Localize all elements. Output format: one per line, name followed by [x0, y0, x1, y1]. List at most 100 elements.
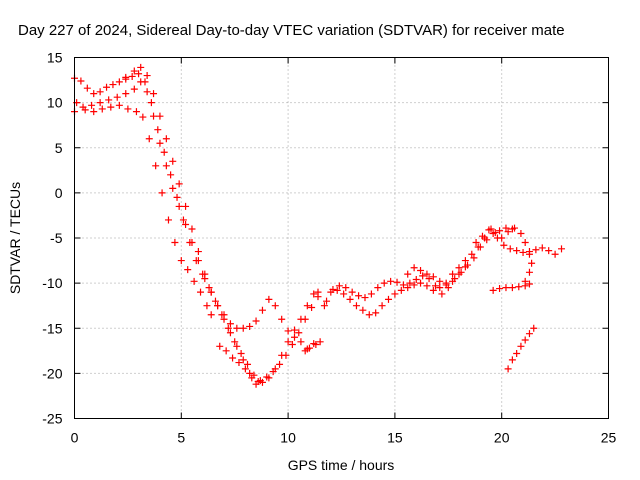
data-point — [291, 326, 299, 334]
data-point — [380, 279, 388, 287]
data-point — [417, 266, 425, 274]
data-point — [397, 286, 405, 294]
data-point — [81, 106, 89, 114]
data-point — [308, 303, 316, 311]
data-point — [342, 284, 350, 292]
data-point — [346, 295, 354, 303]
data-point — [226, 320, 234, 328]
series-4 — [216, 342, 262, 385]
data-point — [137, 63, 145, 71]
data-point — [478, 232, 486, 240]
data-point — [96, 99, 104, 107]
data-point — [519, 248, 527, 256]
data-point — [468, 250, 476, 258]
data-point — [150, 90, 158, 98]
data-point — [305, 344, 313, 352]
data-point — [237, 350, 245, 358]
data-point — [329, 285, 337, 293]
x-tick-label: 15 — [387, 430, 403, 446]
data-point — [387, 277, 395, 285]
data-point — [122, 90, 130, 98]
data-point — [156, 112, 164, 120]
plot-frame — [74, 57, 609, 419]
data-point — [372, 309, 380, 317]
data-point — [352, 302, 360, 310]
data-point — [252, 317, 260, 325]
y-tick-label: 0 — [55, 185, 63, 201]
data-point — [205, 284, 213, 292]
data-point — [323, 297, 331, 305]
data-point — [175, 202, 183, 210]
series-3 — [122, 63, 318, 353]
data-point — [374, 284, 382, 292]
data-point — [271, 302, 279, 310]
data-point — [496, 227, 504, 235]
data-point — [472, 239, 480, 247]
data-point — [158, 189, 166, 197]
data-point — [171, 239, 179, 247]
tick-labels: 0 5 10 15 20 25 -25 -20 -15 -10 -5 0 5 10 15 — [42, 50, 616, 446]
y-tick-label: -5 — [50, 230, 63, 246]
data-point — [128, 72, 136, 80]
data-point — [515, 283, 523, 291]
series-9 — [489, 280, 533, 294]
data-point — [496, 285, 504, 293]
data-point — [177, 257, 185, 265]
data-point — [545, 247, 553, 255]
data-point — [271, 365, 279, 373]
data-point — [83, 84, 91, 92]
data-point — [504, 365, 512, 373]
data-point — [525, 268, 533, 276]
data-point — [406, 279, 414, 287]
data-point — [500, 241, 508, 249]
data-point — [207, 311, 215, 319]
data-point — [103, 83, 111, 91]
data-point — [412, 276, 420, 284]
data-point — [530, 324, 538, 332]
data-point — [109, 81, 117, 89]
data-point — [241, 365, 249, 373]
data-point — [130, 85, 138, 93]
y-tick-label: 10 — [47, 95, 63, 111]
data-point — [502, 224, 510, 232]
data-point — [278, 351, 286, 359]
data-point — [506, 245, 514, 253]
data-point — [197, 288, 205, 296]
data-point — [239, 324, 247, 332]
data-point — [291, 333, 299, 341]
data-point — [384, 295, 392, 303]
data-point — [154, 126, 162, 134]
data-point — [98, 105, 106, 113]
data-point — [258, 378, 266, 386]
data-point — [517, 342, 525, 350]
data-point — [417, 279, 425, 287]
data-point — [169, 157, 177, 165]
data-point — [438, 290, 446, 298]
data-point — [164, 216, 172, 224]
data-point — [483, 236, 491, 244]
data-point — [173, 193, 181, 201]
data-point — [365, 311, 373, 319]
data-point — [521, 282, 529, 290]
data-point — [167, 171, 175, 179]
data-point — [175, 180, 183, 188]
chart-title: Day 227 of 2024, Sidereal Day-to-day VTE… — [18, 22, 565, 39]
data-point — [517, 229, 525, 237]
data-point — [160, 148, 168, 156]
data-marks — [71, 63, 566, 388]
series-8 — [472, 224, 536, 285]
series-6 — [323, 224, 516, 305]
data-point — [431, 282, 439, 290]
data-point — [143, 88, 151, 96]
y-tick-label: 15 — [47, 50, 63, 66]
data-point — [525, 330, 533, 338]
data-point — [244, 360, 252, 368]
data-point — [276, 360, 284, 368]
data-point — [233, 342, 241, 350]
data-point — [152, 162, 160, 170]
data-point — [222, 347, 230, 355]
data-point — [525, 280, 533, 288]
x-tick-label: 20 — [494, 430, 510, 446]
data-point — [239, 356, 247, 364]
